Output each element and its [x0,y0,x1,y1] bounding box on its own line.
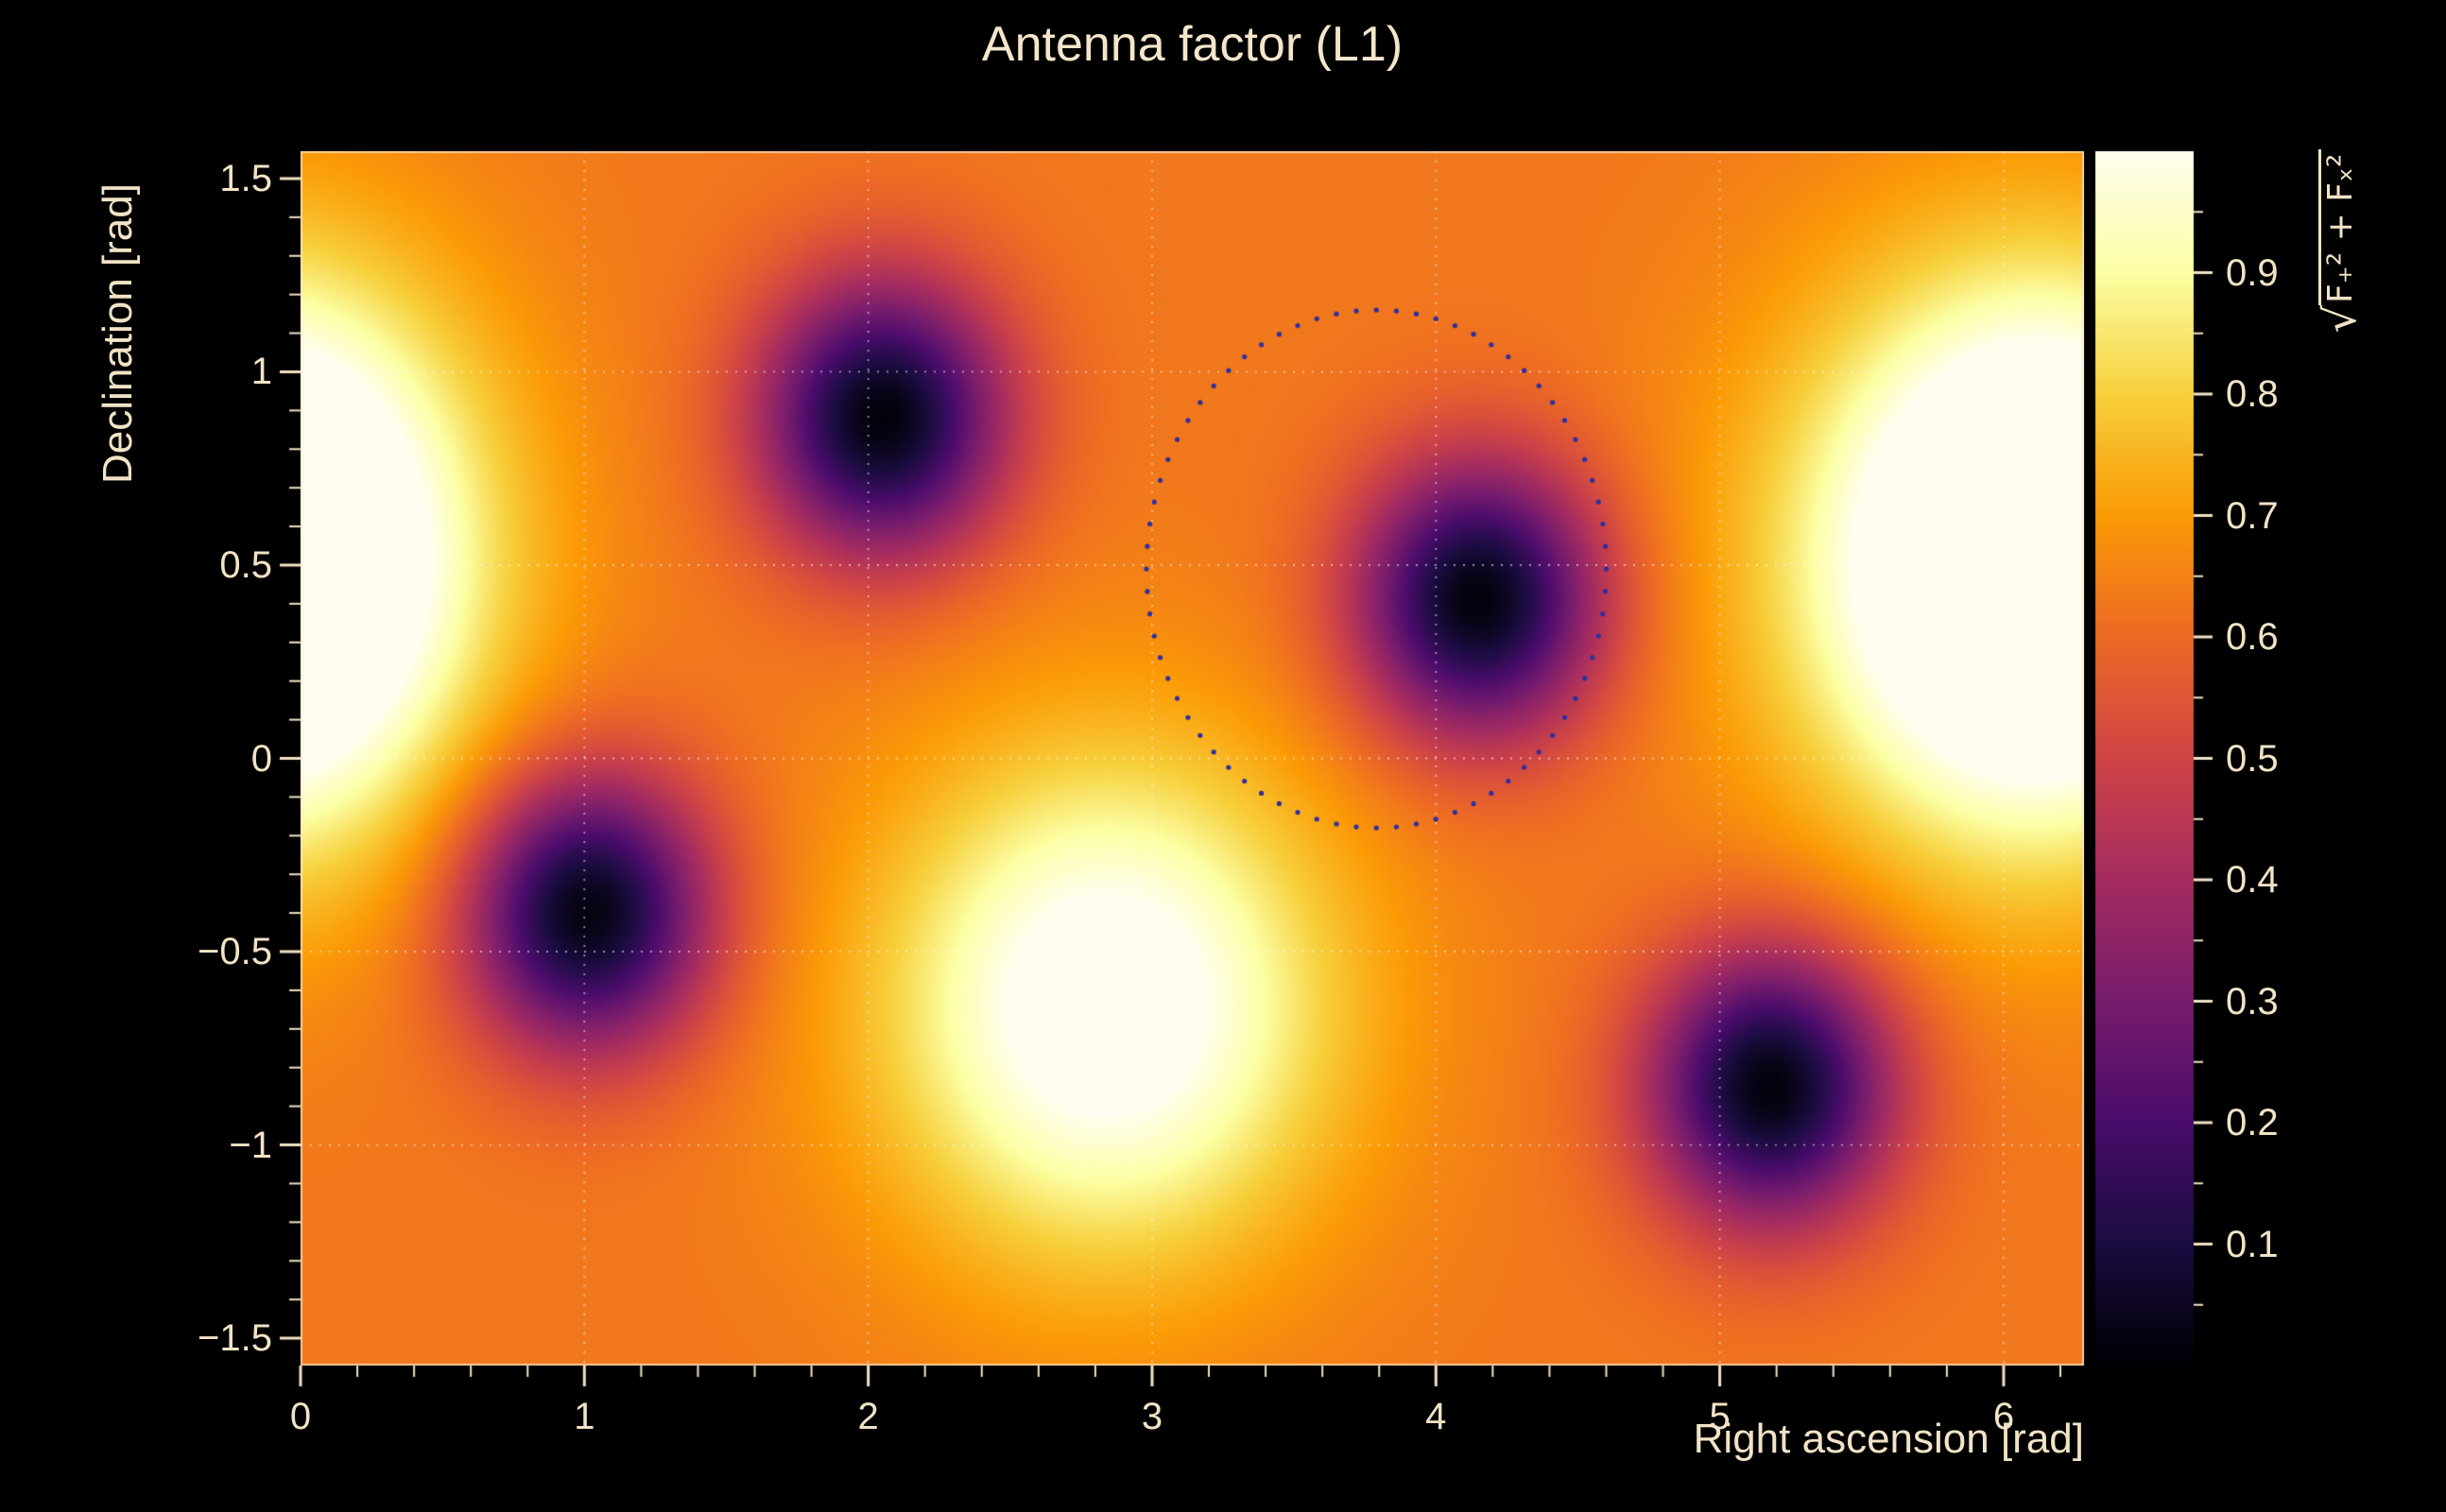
colorbar-title: √F₊² + Fₓ² [2315,99,2366,383]
colorbar-tick-label: 0.3 [2226,980,2279,1022]
y-tick-label: −1 [229,1124,272,1166]
colorbar-tick-label: 0.6 [2226,616,2279,658]
x-tick-label: 3 [1141,1396,1163,1437]
x-tick-label: 5 [1709,1396,1731,1437]
colorbar-tick-label: 0.1 [2226,1223,2279,1265]
x-axis-title: Right ascension [rad] [1693,1416,2084,1462]
y-tick-label: −0.5 [198,931,272,972]
x-tick-label: 1 [574,1396,595,1437]
y-tick-label: 0.5 [219,543,272,586]
x-tick-label: 0 [289,1396,312,1437]
colorbar-tick-label: 0.2 [2226,1102,2279,1143]
colorbar-tick-label: 0.9 [2226,251,2279,294]
colorbar-tick-label: 0.4 [2226,859,2279,901]
x-tick-label: 6 [1992,1396,2015,1437]
y-tick-label: 0 [250,737,272,780]
y-tick-label: 1.5 [219,157,272,199]
y-axis-title: Declination [rad] [95,183,141,484]
colorbar-tick-label: 0.7 [2226,494,2279,537]
colorbar-tick-label: 0.5 [2226,737,2279,780]
x-tick-label: 2 [857,1396,879,1437]
colorbar-tick-label: 0.8 [2226,373,2279,415]
y-tick-label: −1.5 [198,1317,272,1360]
radical-sign-icon: √ [2315,305,2366,334]
y-tick-label: 1 [250,351,272,393]
x-tick-label: 4 [1425,1396,1447,1437]
